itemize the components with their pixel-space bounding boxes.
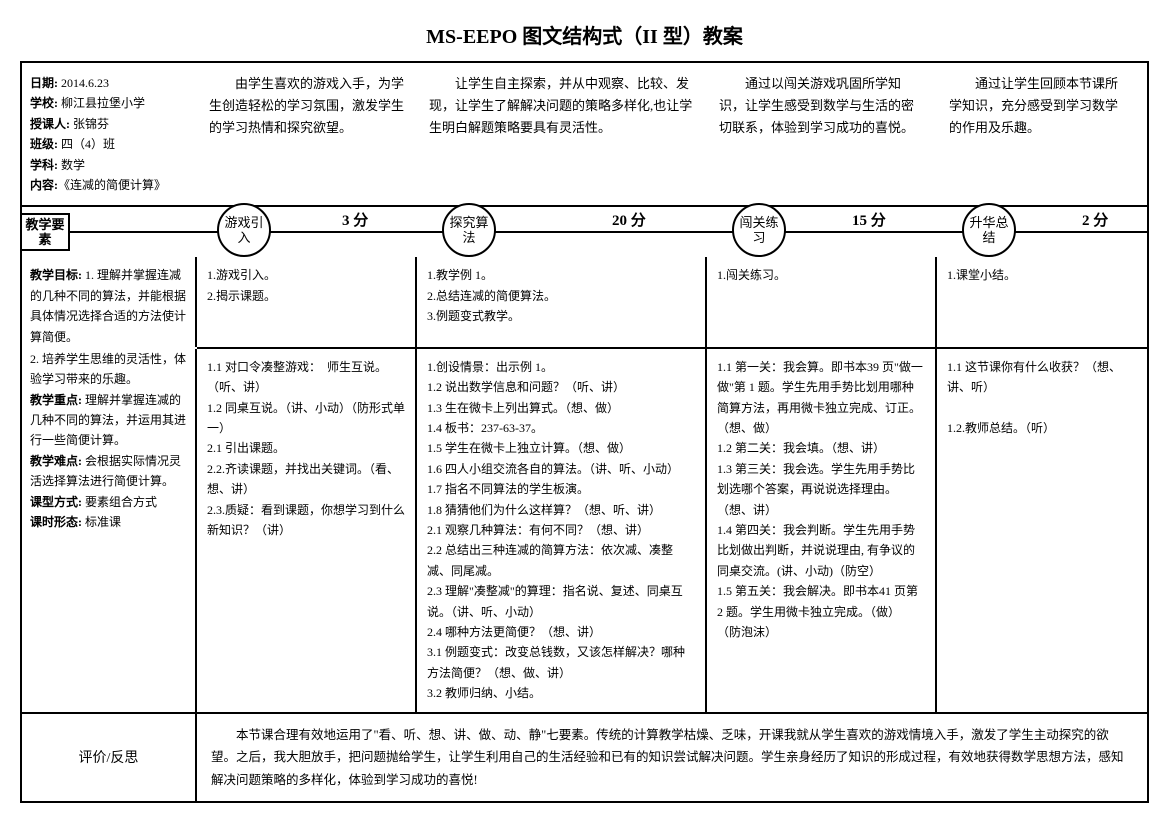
content-label: 内容: <box>30 178 58 192</box>
date-value: 2014.6.23 <box>61 76 109 90</box>
phase-desc-3: 通过以闯关游戏巩固所学知识，让学生感受到数学与生活的密切联系，体验到学习成功的喜… <box>707 63 937 205</box>
timeline: 教学要素 游戏引入3 分探究算法20 分闯关练习15 分升华总结2 分 <box>22 207 1147 257</box>
summary-3: 1.闯关练习。 <box>707 257 937 347</box>
evaluation-row: 评价/反思 本节课合理有效地运用了"看、听、想、讲、做、动、静"七要素。传统的计… <box>22 712 1147 802</box>
phase-desc-1: 由学生喜欢的游戏入手，为学生创造轻松的学习氛围，激发学生的学习热情和探究欲望。 <box>197 63 417 205</box>
left-info-bottom: 2. 培养学生思维的灵活性，体验学习带来的乐趣。教学重点: 理解并掌握连减的几种… <box>22 349 197 712</box>
phase-time-2: 20 分 <box>612 209 646 230</box>
phase-node-2: 探究算法 <box>442 203 496 257</box>
subject-label: 学科: <box>30 158 58 172</box>
phase-node-4: 升华总结 <box>962 203 1016 257</box>
teacher-label: 授课人: <box>30 117 70 131</box>
date-label: 日期: <box>30 76 58 90</box>
meta-info: 日期: 2014.6.23 学校: 柳江县拉堡小学 授课人: 张锦芬 班级: 四… <box>22 63 197 205</box>
phase-time-3: 15 分 <box>852 209 886 230</box>
detail-row: 2. 培养学生思维的灵活性，体验学习带来的乐趣。教学重点: 理解并掌握连减的几种… <box>22 349 1147 712</box>
teacher-value: 张锦芬 <box>73 117 109 131</box>
subject-value: 数学 <box>61 158 85 172</box>
left-info-top: 教学目标: 1. 理解并掌握连减的几种不同的算法，并能根据具体情况选择合适的方法… <box>22 257 197 347</box>
school-value: 柳江县拉堡小学 <box>61 96 145 110</box>
detail-3: 1.1 第一关：我会算。即书本39 页"做一做"第 1 题。学生先用手势比划用哪… <box>707 349 937 712</box>
summary-4: 1.课堂小结。 <box>937 257 1147 347</box>
element-tab: 教学要素 <box>20 213 70 251</box>
school-label: 学校: <box>30 96 58 110</box>
class-value: 四（4）班 <box>61 137 115 151</box>
top-section: 日期: 2014.6.23 学校: 柳江县拉堡小学 授课人: 张锦芬 班级: 四… <box>22 63 1147 207</box>
evaluation-label: 评价/反思 <box>22 714 197 802</box>
class-label: 班级: <box>30 137 58 151</box>
detail-2: 1.创设情景：出示例 1。1.2 说出数学信息和问题？（听、讲）1.3 生在微卡… <box>417 349 707 712</box>
detail-1: 1.1 对口令凑整游戏： 师生互说。（听、讲）1.2 同桌互说。（讲、小动）（防… <box>197 349 417 712</box>
detail-4: 1.1 这节课你有什么收获？（想、讲、听） 1.2.教师总结。（听） <box>937 349 1147 712</box>
summary-row: 教学目标: 1. 理解并掌握连减的几种不同的算法，并能根据具体情况选择合适的方法… <box>22 257 1147 349</box>
content-value: 《连减的简便计算》 <box>58 178 166 192</box>
phase-desc-2: 让学生自主探索，并从中观察、比较、发现，让学生了解解决问题的策略多样化,也让学生… <box>417 63 707 205</box>
phase-time-1: 3 分 <box>342 209 368 230</box>
phase-desc-4: 通过让学生回顾本节课所学知识，充分感受到学习数学的作用及乐趣。 <box>937 63 1137 205</box>
phase-node-3: 闯关练习 <box>732 203 786 257</box>
phase-descriptions: 由学生喜欢的游戏入手，为学生创造轻松的学习氛围，激发学生的学习热情和探究欲望。 … <box>197 63 1147 205</box>
summary-2: 1.教学例 1。2.总结连减的简便算法。3.例题变式教学。 <box>417 257 707 347</box>
phase-node-1: 游戏引入 <box>217 203 271 257</box>
lesson-frame: 日期: 2014.6.23 学校: 柳江县拉堡小学 授课人: 张锦芬 班级: 四… <box>20 61 1149 803</box>
evaluation-text: 本节课合理有效地运用了"看、听、想、讲、做、动、静"七要素。传统的计算教学枯燥、… <box>197 714 1147 802</box>
page-title: MS-EEPO 图文结构式（II 型）教案 <box>20 20 1149 49</box>
summary-1: 1.游戏引入。2.揭示课题。 <box>197 257 417 347</box>
phase-time-4: 2 分 <box>1082 209 1108 230</box>
